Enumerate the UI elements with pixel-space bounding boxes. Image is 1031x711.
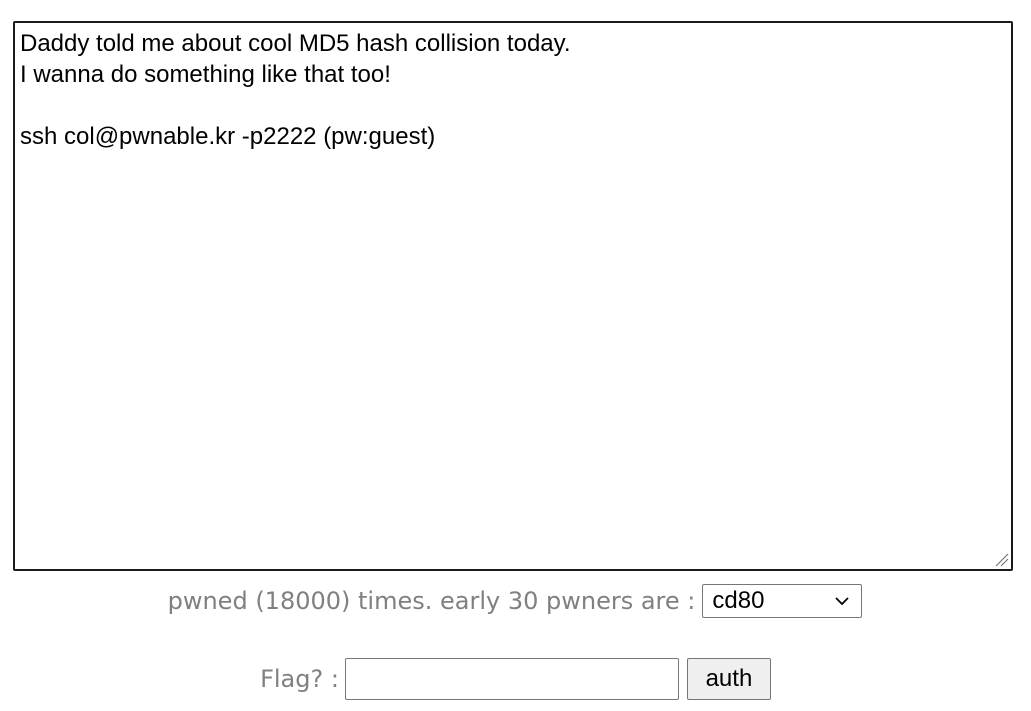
flag-label: Flag? : (260, 665, 339, 693)
pwned-stats-row: pwned (18000) times. early 30 pwners are… (0, 580, 1031, 622)
early-pwners-selected-value: cd80 (712, 587, 765, 614)
chevron-down-icon (835, 597, 850, 606)
flag-input[interactable] (344, 658, 679, 700)
pwned-count-text: pwned (18000) times. early 30 pwners are… (167, 587, 696, 615)
early-pwners-select[interactable]: cd80 (702, 584, 863, 618)
auth-button[interactable]: auth (686, 658, 771, 700)
resize-grip-icon[interactable] (993, 551, 1009, 567)
challenge-description-textarea[interactable] (13, 21, 1013, 571)
flag-form: Flag? : auth (0, 656, 1031, 702)
